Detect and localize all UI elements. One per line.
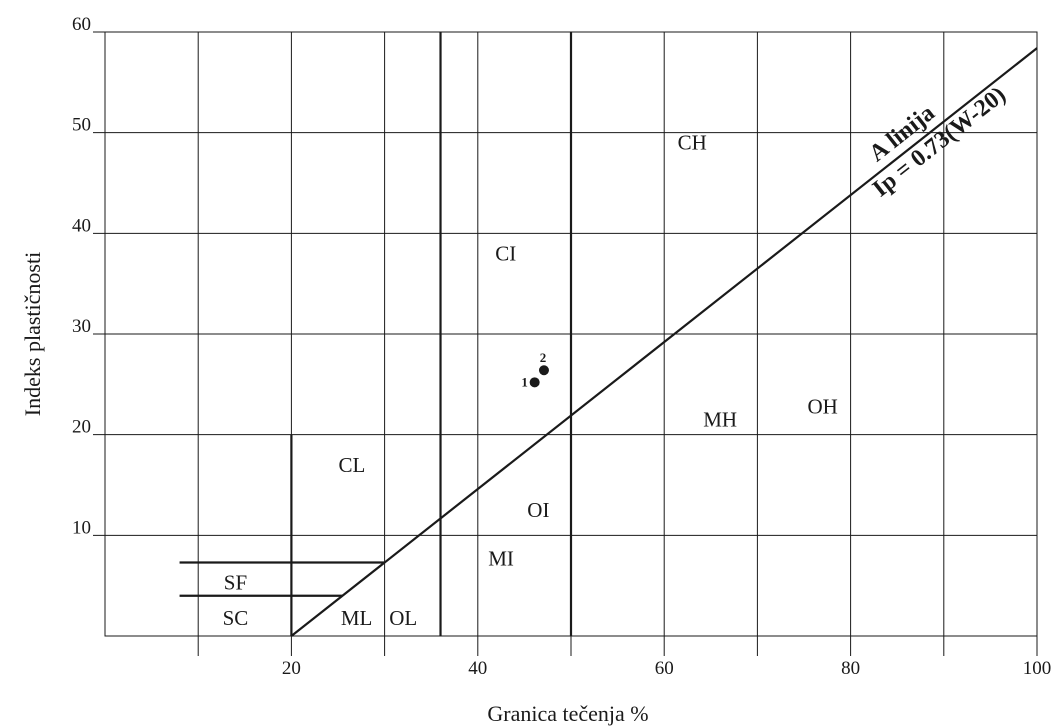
zone-label-cl: CL xyxy=(339,453,366,477)
y-tick-label: 30 xyxy=(72,316,91,337)
data-points: 12 xyxy=(521,350,549,389)
zone-label-ol: OL xyxy=(389,606,417,630)
y-axis-label: Indeks plastičnosti xyxy=(20,252,45,416)
y-tick-label: 40 xyxy=(72,215,91,236)
x-tick-label: 100 xyxy=(1023,658,1052,679)
x-tick-label: 20 xyxy=(282,658,301,679)
tick-labels: 20 40 60 80 100 10 20 30 40 50 60 xyxy=(72,14,1051,679)
y-tick-label: 10 xyxy=(72,517,91,538)
zone-label-mh: MH xyxy=(703,408,737,432)
zone-label-oh: OH xyxy=(807,394,837,418)
zone-labels: CH CI CL OI MI MH OH SF SC ML OL xyxy=(223,131,838,630)
y-tick-label: 20 xyxy=(72,417,91,438)
zone-label-ml: ML xyxy=(341,606,373,630)
x-tick-label: 60 xyxy=(655,658,674,679)
zone-label-sc: SC xyxy=(223,606,249,630)
data-point-2 xyxy=(538,365,549,376)
zone-label-oi: OI xyxy=(527,498,549,522)
data-point-1 xyxy=(529,377,540,388)
a-line xyxy=(290,47,1038,637)
y-tick-label: 60 xyxy=(72,14,91,35)
zone-label-ch: CH xyxy=(678,131,707,155)
zone-boundaries xyxy=(179,32,1038,637)
data-point-label-2: 2 xyxy=(540,350,547,365)
data-point-label-1: 1 xyxy=(521,374,528,389)
y-tick-label: 50 xyxy=(72,115,91,136)
zone-label-ci: CI xyxy=(495,241,516,265)
x-tick-label: 80 xyxy=(841,658,860,679)
zone-label-sf: SF xyxy=(224,571,247,595)
zone-label-mi: MI xyxy=(488,546,514,570)
x-tick-label: 40 xyxy=(468,658,487,679)
x-axis-label: Granica tečenja % xyxy=(487,701,648,726)
